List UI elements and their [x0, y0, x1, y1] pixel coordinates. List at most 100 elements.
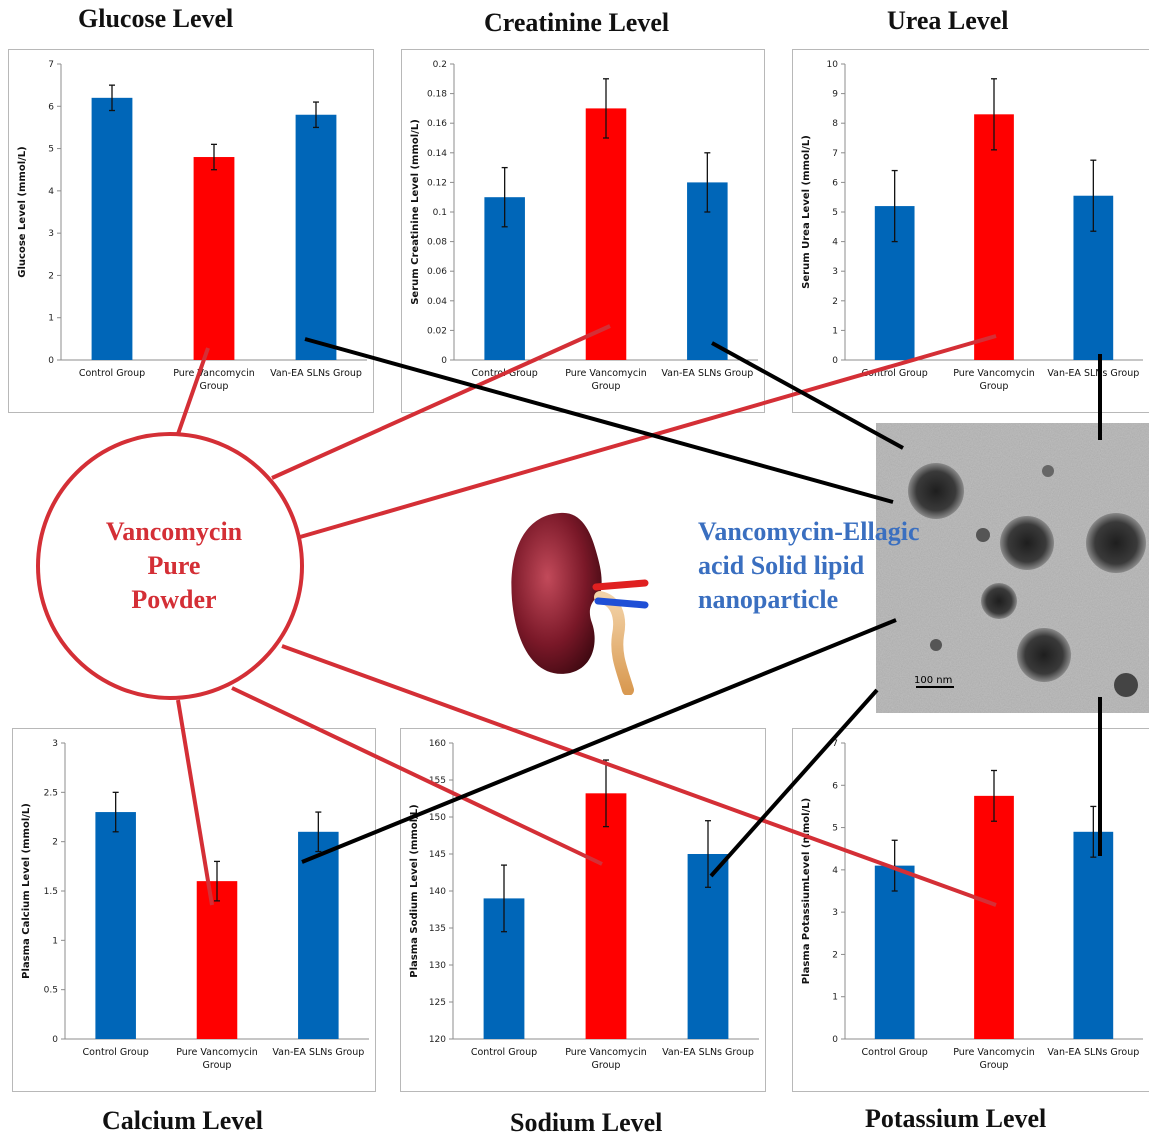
scale-bar-label: 100 nm: [914, 675, 952, 686]
y-tick-label: 1: [832, 326, 838, 336]
y-tick-label: 0.08: [427, 238, 447, 248]
y-tick-label: 120: [429, 1035, 446, 1045]
bar: [91, 97, 133, 361]
y-tick-label: 2.5: [44, 788, 58, 798]
x-category-label: Van-EA SLNs Group: [662, 1047, 754, 1058]
sln-label: Vancomycin-Ellagic acid Solid lipid nano…: [698, 515, 978, 617]
red-connector-sodium: [231, 686, 603, 866]
vanco-label-line-1: Vancomycin: [105, 517, 243, 546]
black-connector-calcium: [301, 618, 897, 864]
y-axis-label: Serum Creatinine Level (mmol/L): [410, 119, 421, 305]
y-tick-label: 160: [429, 739, 446, 749]
x-category-label: Pure Vancomycin Group: [176, 1047, 258, 1071]
y-tick-label: 0: [832, 356, 838, 366]
bar: [974, 795, 1014, 1039]
y-tick-label: 0: [52, 1035, 58, 1045]
potassium-panel-title: Potassium Level: [865, 1104, 1047, 1133]
y-axis-label: Plasma Sodium Level (mmol/L): [409, 804, 420, 977]
y-tick-label: 0.12: [427, 178, 447, 188]
glucose-chart-svg: 0 1 2 3 4 5 6 7 Glucose Level (mmol/L) Control Gr…: [17, 60, 367, 392]
creatinine-chart: 0 0.02 0.04 0.06 0.08 0.1 0.12 0.14 0.16 0.18 0.2 S…: [401, 49, 765, 413]
y-tick-label: 3: [48, 229, 54, 239]
y-tick-label: 3: [52, 739, 58, 749]
y-tick-label: 145: [429, 850, 446, 860]
y-tick-label: 125: [429, 998, 446, 1008]
y-tick-label: 0.04: [427, 297, 447, 307]
y-tick-label: 130: [429, 961, 446, 971]
urea-chart-svg: 0 1 2 3 4 5 6 7 8 9 10 Serum Urea Level (mmol/L) Con…: [801, 60, 1143, 392]
y-tick-label: 0.16: [427, 119, 447, 129]
y-tick-label: 135: [429, 924, 446, 934]
y-tick-label: 2: [832, 950, 838, 960]
y-tick-label: 155: [429, 776, 446, 786]
x-category-label: Pure Vancomycin Group: [565, 1047, 647, 1071]
y-tick-label: 0.1: [433, 208, 447, 218]
y-tick-label: 1: [832, 993, 838, 1003]
red-connector-potassium: [281, 644, 997, 907]
sodium-chart: 120 125 130 135 140 145 150 155 160 Plasma Sodium…: [400, 728, 766, 1092]
bar: [295, 114, 337, 360]
x-category-label: Van-EA SLNs Group: [1047, 1047, 1139, 1058]
x-category-label: Van-EA SLNs Group: [661, 368, 753, 379]
black-connector-sodium: [709, 688, 879, 878]
y-tick-label: 2: [52, 838, 58, 848]
x-category-label: Control Group: [862, 1047, 928, 1058]
y-axis-label: Plasma PotassiumLevel (mmol/L): [801, 798, 812, 984]
y-tick-label: 2: [832, 297, 838, 307]
calcium-chart-svg: 0 0.5 1 1.5 2 2.5 3 Plasma Calcium Level (mmol/…: [21, 739, 369, 1071]
y-tick-label: 4: [832, 866, 838, 876]
black-connector-creatinine: [711, 341, 904, 450]
sln-label-line-3: nanoparticle: [698, 585, 839, 614]
potassium-chart: 0 1 2 3 4 5 6 7 Plasma PotassiumLevel (mmol/L) Co…: [792, 728, 1149, 1092]
x-category-label: Van-EA SLNs Group: [272, 1047, 364, 1058]
creatinine-panel-title: Creatinine Level: [484, 8, 670, 37]
y-tick-label: 8: [832, 119, 838, 129]
calcium-panel-title: Calcium Level: [102, 1106, 264, 1135]
y-tick-label: 4: [48, 187, 54, 197]
y-tick-label: 1.5: [44, 887, 58, 897]
y-tick-label: 4: [832, 238, 838, 248]
y-axis-label: Glucose Level (mmol/L): [17, 146, 28, 277]
bar: [193, 157, 235, 360]
red-connector-urea: [299, 334, 997, 539]
y-tick-label: 5: [832, 824, 838, 834]
kidney-icon: [500, 505, 660, 696]
vancomycin-circle: [36, 432, 304, 700]
x-category-label: Control Group: [862, 368, 928, 379]
sodium-panel-title: Sodium Level: [510, 1108, 663, 1137]
y-axis-label: Plasma Calcium Level (mmol/L): [21, 803, 32, 979]
y-tick-label: 7: [48, 60, 54, 70]
y-tick-label: 0: [48, 356, 54, 366]
urea-panel-title: Urea Level: [887, 6, 1009, 35]
x-category-label: Pure Vancomycin Group: [565, 368, 647, 392]
tem-micrograph-image: 100 nm: [876, 423, 1149, 713]
y-tick-label: 150: [429, 813, 446, 823]
sln-label-line-1: Vancomycin-Ellagic: [698, 517, 920, 546]
potassium-chart-svg: 0 1 2 3 4 5 6 7 Plasma PotassiumLevel (mmol/L) Co…: [801, 739, 1143, 1071]
red-connector-glucose: [176, 347, 210, 435]
sodium-chart-svg: 120 125 130 135 140 145 150 155 160 Plasma Sodium…: [409, 739, 759, 1071]
y-tick-label: 6: [48, 102, 54, 112]
bar: [196, 881, 238, 1039]
y-tick-label: 0.14: [427, 149, 447, 159]
y-tick-label: 3: [832, 908, 838, 918]
y-tick-label: 9: [832, 90, 838, 100]
y-tick-label: 0.2: [433, 60, 447, 70]
bar: [95, 812, 136, 1039]
x-category-label: Van-EA SLNs Group: [270, 368, 362, 379]
x-category-label: Control Group: [471, 1047, 537, 1058]
x-category-label: Van-EA SLNs Group: [1047, 368, 1139, 379]
y-tick-label: 1: [52, 936, 58, 946]
y-tick-label: 3: [832, 267, 838, 277]
red-connector-creatinine: [271, 324, 611, 480]
y-tick-label: 1: [48, 314, 54, 324]
vanco-label-line-2: Pure: [147, 551, 201, 580]
x-category-label: Control Group: [79, 368, 145, 379]
red-connector-calcium: [176, 699, 214, 906]
vancomycin-pure-powder-label: Vancomycin Pure Powder: [60, 515, 288, 617]
y-tick-label: 7: [832, 149, 838, 159]
glucose-panel-title: Glucose Level: [78, 4, 234, 33]
bar: [585, 108, 627, 361]
bar: [874, 865, 915, 1039]
